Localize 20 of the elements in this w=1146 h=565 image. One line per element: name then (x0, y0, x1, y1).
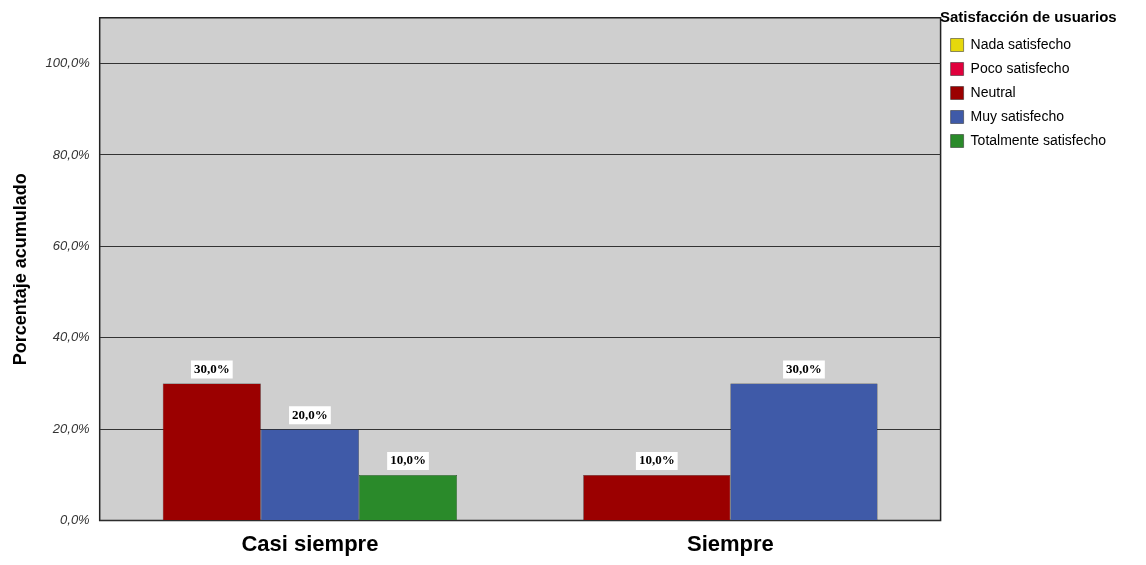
legend-title: Satisfacción de usuarios (939, 7, 1117, 25)
legend-label: Nada satisfecho (970, 35, 1072, 52)
y-tick-label: 100,0% (45, 55, 90, 71)
legend-label: Poco satisfecho (970, 59, 1070, 76)
y-tick-label: 80,0% (52, 146, 90, 162)
y-tick-label: 0,0% (60, 512, 90, 528)
data-label: 30,0% (193, 360, 230, 376)
x-tick-label: Siempre (686, 530, 774, 556)
data-label: 10,0% (638, 452, 675, 468)
data-label: 30,0% (786, 360, 822, 376)
y-tick-label: 60,0% (52, 237, 90, 253)
data-label: 10,0% (390, 452, 426, 468)
data-label: 20,0% (292, 406, 328, 422)
x-tick-label: Casi siempre (241, 530, 379, 556)
y-tick-label: 40,0% (52, 329, 90, 345)
legend-label: Neutral (970, 83, 1016, 100)
legend-label: Totalmente satisfecho (970, 131, 1107, 148)
y-tick-label: 20,0% (51, 420, 90, 436)
y-axis-title: Porcentaje acumulado (9, 173, 30, 366)
legend-label: Muy satisfecho (970, 107, 1065, 124)
